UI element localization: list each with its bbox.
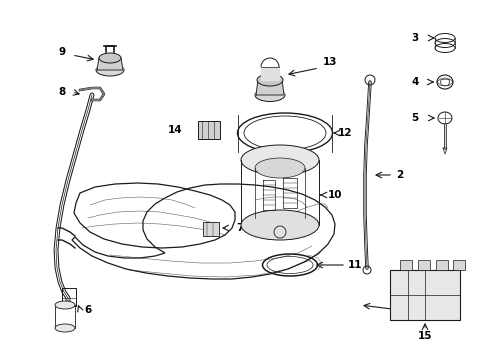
Ellipse shape xyxy=(241,145,319,175)
Ellipse shape xyxy=(255,89,285,102)
Text: 2: 2 xyxy=(396,170,404,180)
Text: 8: 8 xyxy=(58,87,66,97)
Text: 3: 3 xyxy=(412,33,418,43)
Text: 6: 6 xyxy=(84,305,92,315)
Text: 12: 12 xyxy=(338,128,352,138)
Text: 9: 9 xyxy=(58,47,66,57)
Polygon shape xyxy=(256,80,284,95)
Text: 11: 11 xyxy=(348,260,362,270)
Bar xyxy=(400,260,412,270)
Ellipse shape xyxy=(241,210,319,240)
Text: 13: 13 xyxy=(323,57,337,67)
Text: 4: 4 xyxy=(411,77,418,87)
Ellipse shape xyxy=(257,74,283,86)
Bar xyxy=(418,260,430,270)
Bar xyxy=(436,260,448,270)
Ellipse shape xyxy=(55,324,75,332)
Ellipse shape xyxy=(255,158,305,178)
Text: 10: 10 xyxy=(328,190,342,200)
Text: 1: 1 xyxy=(401,305,409,315)
Bar xyxy=(203,222,219,236)
Text: 7: 7 xyxy=(236,223,244,233)
Polygon shape xyxy=(97,58,123,70)
Bar xyxy=(453,260,465,270)
Polygon shape xyxy=(261,67,279,80)
Text: 15: 15 xyxy=(418,331,432,341)
Bar xyxy=(390,270,460,320)
Ellipse shape xyxy=(99,53,121,63)
Text: 5: 5 xyxy=(412,113,418,123)
Ellipse shape xyxy=(96,64,124,76)
Text: 14: 14 xyxy=(168,125,182,135)
Ellipse shape xyxy=(55,301,75,309)
Bar xyxy=(198,121,220,139)
